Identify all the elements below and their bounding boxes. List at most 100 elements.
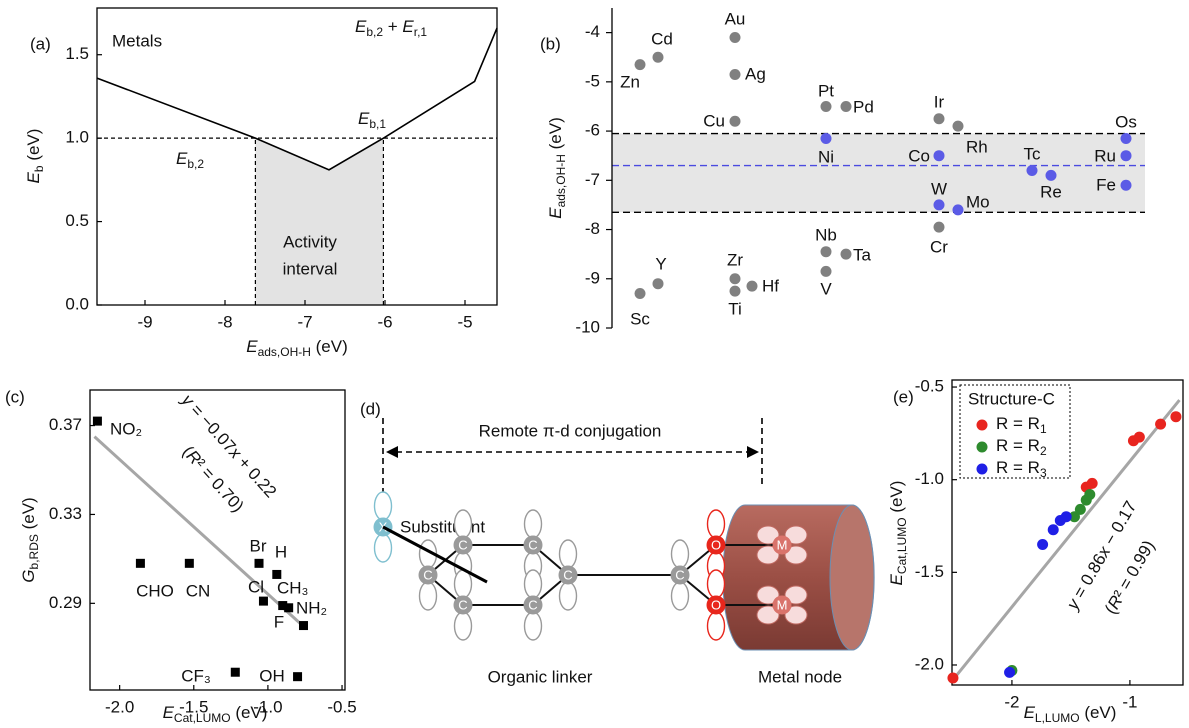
x-axis-label-part: L,LUMO — [1035, 711, 1080, 725]
atom — [670, 565, 690, 585]
y-axis-label-part: E — [24, 171, 43, 183]
x-axis-label: ECat,LUMO (eV) — [163, 703, 268, 725]
atom — [453, 595, 473, 615]
point — [634, 59, 646, 71]
atom — [523, 535, 543, 555]
y-tick-label: 0.5 — [65, 211, 89, 230]
point-label: Mo — [966, 192, 990, 211]
annotation-part: b,2 — [366, 25, 383, 39]
point — [729, 115, 741, 127]
atom — [772, 535, 792, 555]
x-tick-label: -0.5 — [327, 697, 356, 716]
annotation-part: b,1 — [369, 117, 386, 131]
legend-swatch — [976, 441, 988, 453]
point-label: NO₂ — [110, 419, 142, 438]
point — [933, 150, 945, 162]
point — [820, 100, 832, 112]
x-tick-label: -2.0 — [105, 697, 134, 716]
legend-label-part: 2 — [1040, 444, 1047, 458]
y-tick-label: -0.5 — [915, 377, 944, 396]
point — [298, 621, 308, 631]
y-axis-label: ECat,LUMO (eV) — [887, 481, 909, 586]
d-orbital-lobe — [784, 605, 808, 625]
y-axis-label: Eb (eV) — [24, 129, 46, 184]
x-tick-label: -9 — [137, 312, 152, 331]
panel-label: (b) — [540, 34, 561, 53]
plot-frame — [96, 7, 498, 306]
panel-label: (e) — [893, 387, 914, 406]
panel-label: (d) — [360, 399, 381, 418]
y-tick-label: 0.37 — [49, 415, 82, 434]
y-axis-label-part: Cat,LUMO — [895, 517, 909, 574]
point — [1086, 477, 1098, 489]
annotation: Eb,1 — [358, 109, 386, 131]
x-axis-label-part: ads,OH-H — [258, 345, 311, 359]
y-tick-label: -8 — [585, 219, 600, 238]
atom-label: C — [528, 597, 537, 612]
point-label: Nb — [815, 225, 837, 244]
point-label: Ti — [728, 299, 742, 318]
point — [1037, 539, 1049, 551]
y-axis-label-part: G — [19, 569, 38, 582]
panel-label: (a) — [30, 34, 51, 53]
point — [1120, 150, 1132, 162]
diagram-title: Remote π-d conjugation — [479, 421, 662, 440]
fit-label-part: = 0.86 — [1068, 551, 1111, 606]
point — [634, 288, 646, 300]
y-tick-label: -9 — [585, 268, 600, 287]
annotation-part: E — [355, 17, 367, 36]
p-orbital-lobe — [670, 539, 690, 569]
point-label: Hf — [762, 276, 779, 295]
fit-label-part: − 0.17 — [1098, 498, 1141, 553]
p-orbital-lobe — [373, 533, 393, 563]
y-axis-label-part: E — [546, 207, 565, 219]
point-label: Rh — [966, 137, 988, 156]
point-label: Ni — [818, 147, 834, 166]
p-orbital-lobe — [453, 611, 473, 641]
legend-swatch — [976, 419, 988, 431]
plot-frame — [89, 389, 346, 691]
point-label: Cr — [930, 237, 948, 256]
annotation-part: r,1 — [414, 25, 428, 39]
y-axis-label: Eads,OH-H (eV) — [546, 117, 568, 219]
y-axis-label-part: b,RDS — [27, 534, 41, 569]
d-orbital-lobe — [784, 525, 808, 545]
point-label: V — [820, 279, 832, 298]
annotation-part: E — [176, 149, 188, 168]
p-orbital-lobe — [418, 581, 438, 611]
point — [933, 221, 945, 233]
y-tick-label: -2.0 — [915, 654, 944, 673]
atom-label: C — [675, 567, 684, 582]
point-label: OH — [259, 666, 285, 685]
band — [612, 133, 1145, 213]
legend-label-part: 1 — [1040, 422, 1047, 436]
point-label: CH₃ — [277, 578, 308, 597]
chart-panel: -9 -8 -7 -6 -50.00.51.01.5MetalsEb,2Eb,1Eb,2… — [24, 7, 498, 359]
y-tick-label: -6 — [585, 121, 600, 140]
point — [1170, 411, 1182, 423]
legend-label-part: 3 — [1040, 466, 1047, 480]
arrow-head — [386, 446, 398, 458]
annotation: Eb,2 + Er,1 — [355, 17, 427, 39]
y-axis-label-part: (eV) — [546, 117, 565, 154]
p-orbital-lobe — [670, 581, 690, 611]
p-orbital-lobe — [558, 581, 578, 611]
y-tick-label: -5 — [585, 71, 600, 90]
legend-label-part: R = R — [996, 414, 1040, 433]
atom — [523, 595, 543, 615]
point — [284, 603, 294, 613]
atom-label: C — [423, 567, 432, 582]
legend-label: R = R3 — [996, 458, 1047, 480]
point-label: Zr — [727, 250, 743, 269]
point-label: Sc — [630, 309, 650, 328]
point-label: Cl — [248, 577, 264, 596]
atom-label: M — [777, 597, 788, 612]
x-axis-label-part: E — [1024, 703, 1036, 722]
y-tick-label: 0.29 — [49, 593, 82, 612]
x-axis-label-part: (eV) — [311, 337, 348, 356]
atom-label: C — [458, 597, 467, 612]
y-tick-label: -7 — [585, 170, 600, 189]
atom-label: C — [563, 567, 572, 582]
